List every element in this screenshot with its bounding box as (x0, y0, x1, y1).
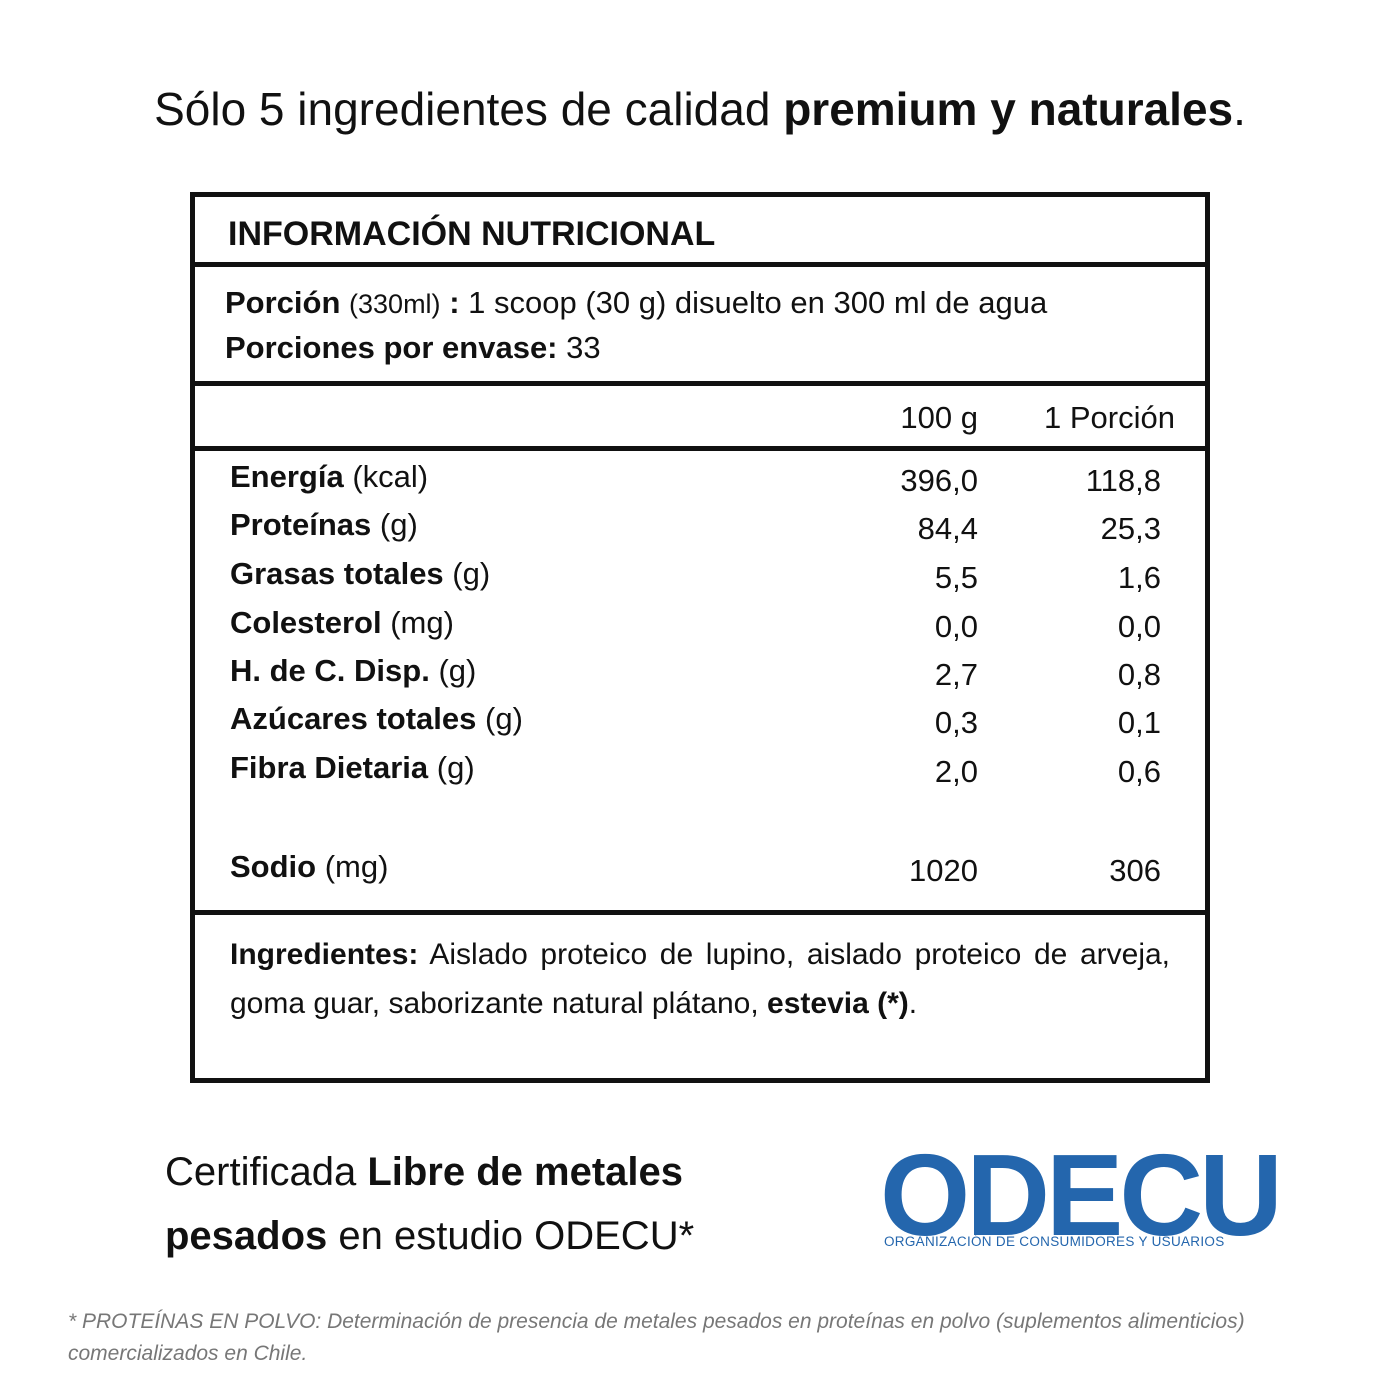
nutrient-label: Proteínas (230, 507, 372, 542)
ingredients-label: Ingredientes: (230, 938, 419, 971)
per-100g: 0,0 (934, 609, 978, 644)
ingredients-bold: estevia (*) (767, 987, 909, 1020)
column-header: 100 g (900, 400, 978, 435)
nutrient-unit: (g) (485, 701, 523, 736)
per-serving: 1,6 (1117, 560, 1161, 595)
serving: Porción (330ml) : 1 scoop (30 g) disuelt… (225, 285, 1047, 321)
logo-tagline: ORGANIZACIÓN DE CONSUMIDORES Y USUARIOS (884, 1234, 1225, 1249)
nutrient-unit: (mg) (324, 849, 389, 884)
per-100g: 2,7 (934, 657, 978, 692)
nutrient-unit: (g) (452, 556, 491, 591)
cert-end: en estudio ODECU* (338, 1214, 695, 1258)
nutrient-unit: (kcal) (352, 459, 429, 494)
per-serving: 0,6 (1117, 754, 1161, 789)
ingredients: Ingredientes: Aislado proteico de lupino… (230, 930, 1170, 1028)
headline-end: . (1233, 83, 1246, 135)
nutrient-unit: (g) (436, 750, 475, 785)
spc-label: Porciones por envase: (225, 330, 558, 365)
certification: Certificada Libre de metales pesados en … (165, 1140, 805, 1268)
nutrient-name: Azúcares totales (g) (230, 701, 523, 737)
per-100g: 5,5 (934, 560, 978, 595)
serving-text: 1 scoop (30 g) disuelto en 300 ml de agu… (468, 285, 1048, 320)
nutrient-unit: (mg) (390, 605, 454, 640)
nutrient-unit: (g) (379, 507, 418, 542)
column-header: 1 Porción (1044, 400, 1175, 435)
nutrient-label: Azúcares totales (230, 701, 477, 736)
cert-bold: Libre de metales pesados (165, 1150, 684, 1258)
nutrient-name: Fibra Dietaria (g) (230, 750, 475, 786)
serving-label: Porción (225, 285, 341, 320)
per-serving: 118,8 (1085, 463, 1161, 498)
ingredients-text: Aislado proteico de lupino, aislado prot… (230, 938, 1170, 1020)
nutrient-name: Proteínas (g) (230, 507, 418, 543)
per-100g: 396,0 (900, 463, 978, 498)
logo-name: ODECU (880, 1130, 1283, 1260)
serving-unit: (330ml) (349, 289, 441, 319)
divider (195, 446, 1205, 451)
nutrient-label: Colesterol (230, 605, 382, 640)
per-100g: 0,3 (934, 705, 978, 740)
nutrition-label: INFORMACIÓN NUTRICIONAL Porción (330ml) … (190, 192, 1210, 1083)
per-serving: 0,0 (1117, 609, 1161, 644)
label-title: INFORMACIÓN NUTRICIONAL (228, 215, 716, 253)
headline-bold: premium y naturales (783, 83, 1234, 135)
ingredients-end: . (908, 987, 918, 1020)
per-serving: 306 (1109, 853, 1161, 888)
headline-text: Sólo 5 ingredientes de calidad (154, 83, 771, 135)
divider (195, 262, 1205, 267)
nutrient-label: Energía (230, 459, 344, 494)
headline: Sólo 5 ingredientes de calidad premium y… (0, 82, 1400, 136)
footnote: * PROTEÍNAS EN POLVO: Determinación de p… (68, 1310, 1245, 1365)
servings-per-container: Porciones por envase: 33 (225, 330, 601, 366)
nutrient-name: H. de C. Disp. (g) (230, 653, 476, 689)
nutrient-label: Fibra Dietaria (230, 750, 429, 785)
nutrient-name: Colesterol (mg) (230, 605, 454, 641)
per-serving: 0,1 (1117, 705, 1161, 740)
nutrient-label: Grasas totales (230, 556, 444, 591)
nutrient-name: Sodio (mg) (230, 849, 388, 885)
per-serving: 25,3 (1100, 511, 1161, 546)
nutrient-name: Grasas totales (g) (230, 556, 490, 592)
per-serving: 0,8 (1117, 657, 1161, 692)
spc-value: 33 (566, 330, 601, 365)
per-100g: 1020 (909, 853, 978, 888)
nutrient-label: Sodio (230, 849, 317, 884)
nutrient-unit: (g) (438, 653, 477, 688)
per-100g: 84,4 (917, 511, 978, 546)
nutrient-label: H. de C. Disp. (230, 653, 430, 688)
divider (195, 381, 1205, 386)
per-100g: 2,0 (934, 754, 978, 789)
cert-text: Certificada (165, 1150, 357, 1194)
serving-sep: : (449, 285, 460, 320)
divider (195, 910, 1205, 915)
nutrient-name: Energía (kcal) (230, 459, 428, 495)
